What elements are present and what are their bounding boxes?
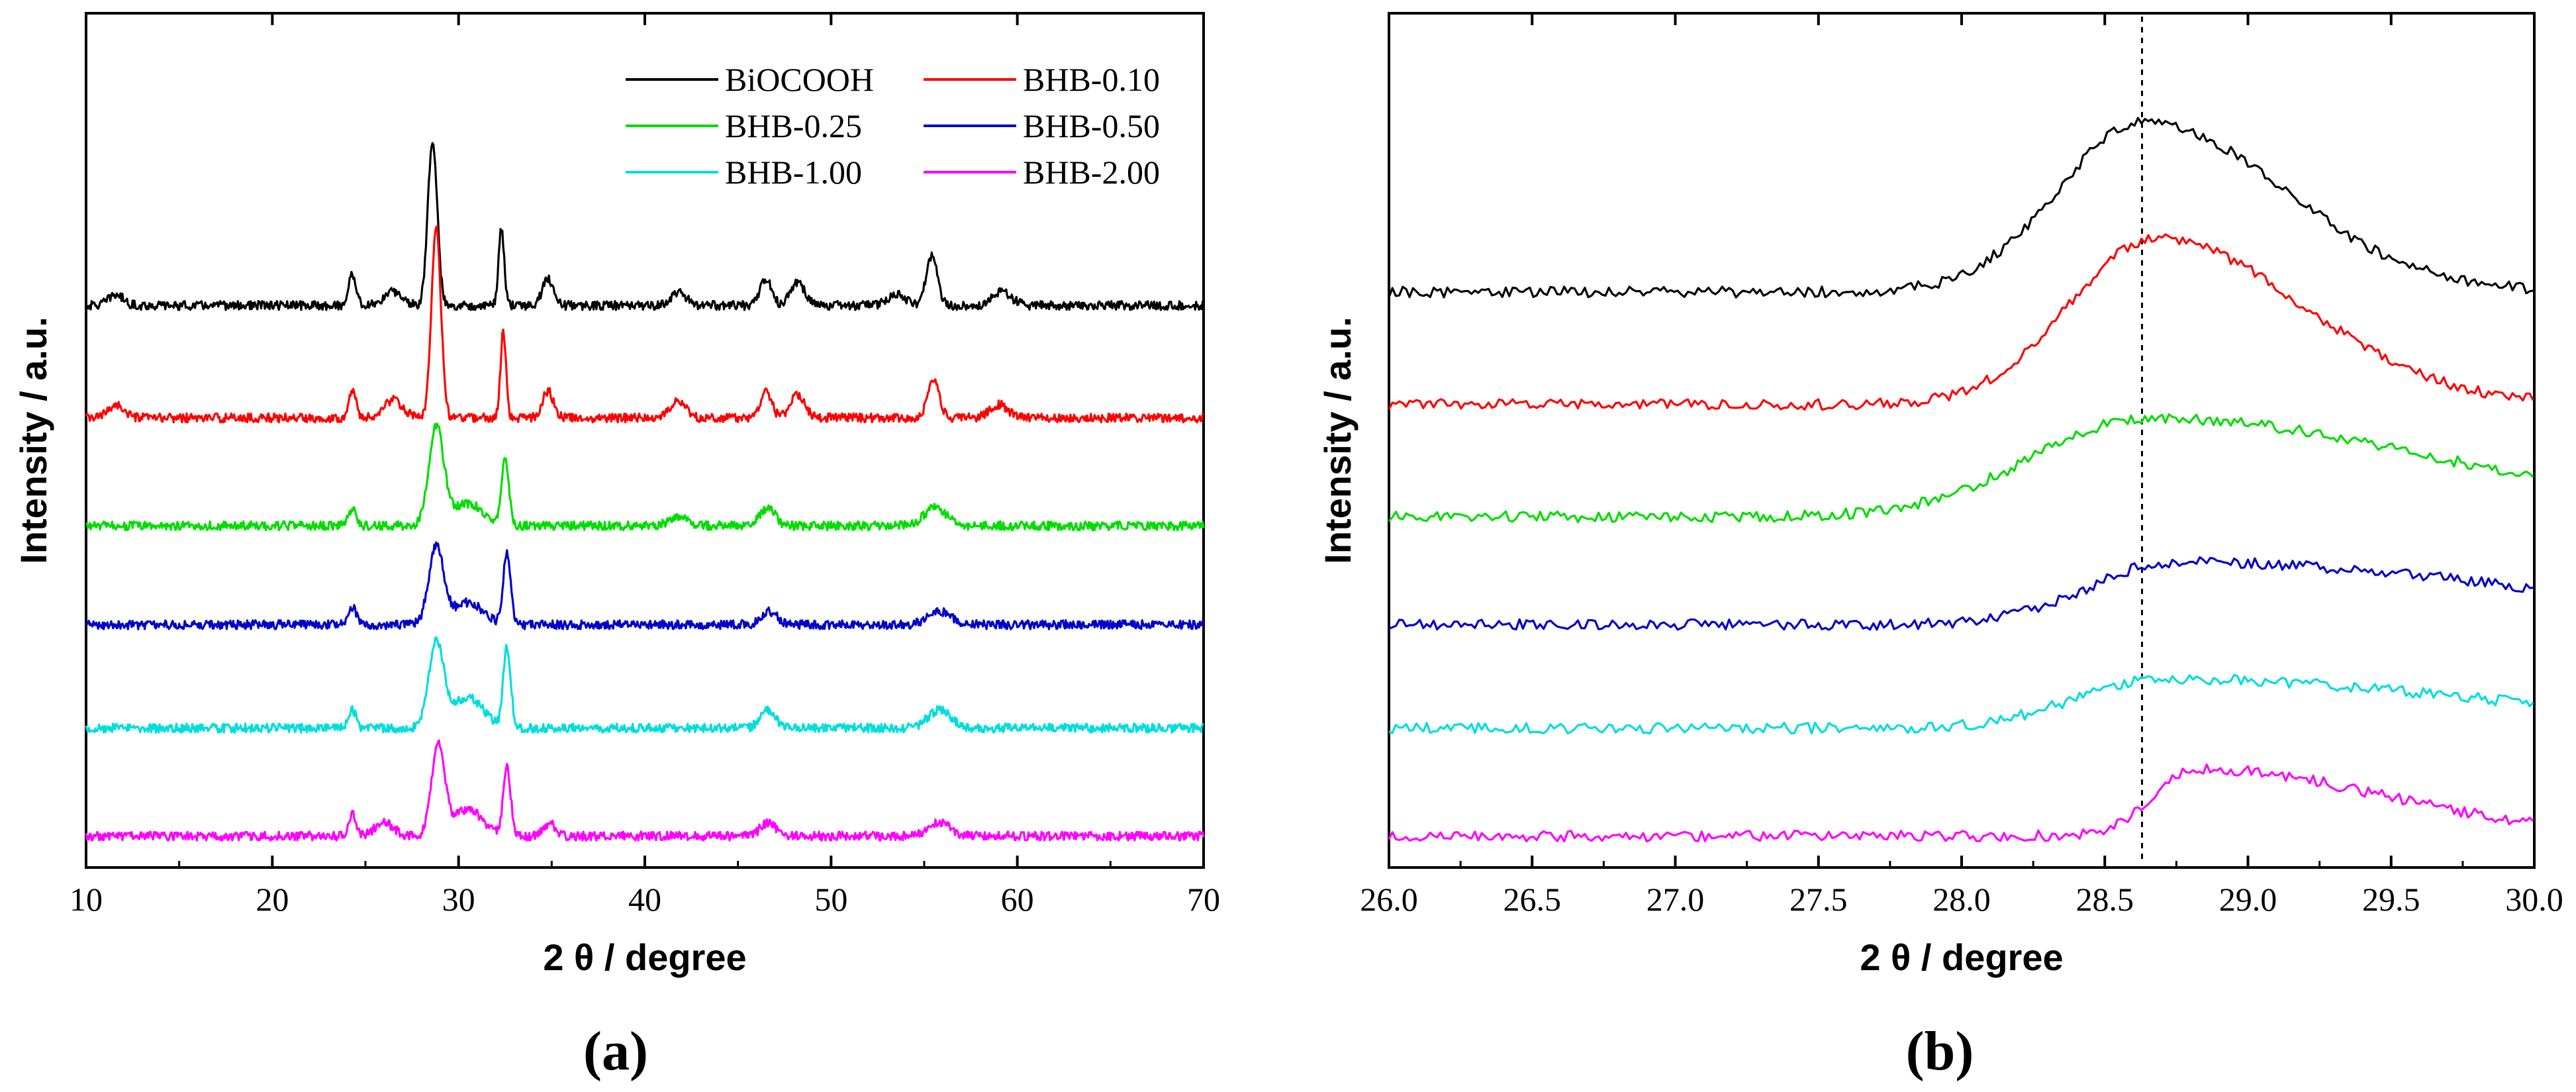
panel-a: 10 20 30 40 50 60 70 2 θ / degree Intensity / … bbox=[13, 12, 1220, 1082]
panel-b-x-tick-label: 29.0 bbox=[2219, 881, 2277, 918]
panel-b-series-bhb-0-50 bbox=[1388, 556, 2534, 631]
panel-a-series-bhb-2-00 bbox=[85, 739, 1205, 842]
panel-b-x-tick-label: 27.5 bbox=[1789, 881, 1848, 918]
panel-a-x-tick-label: 50 bbox=[814, 881, 847, 918]
panel-b-x-axis-title: 2 θ / degree bbox=[1860, 936, 2063, 978]
panel-b-x-tick-label: 27.0 bbox=[1646, 881, 1705, 918]
panel-a-x-ticks: 10 20 30 40 50 60 70 bbox=[70, 13, 1220, 918]
panel-b-x-tick-label: 30.0 bbox=[2505, 881, 2563, 918]
panel-b-series-bhb-0-25 bbox=[1388, 413, 2534, 523]
legend-label-biocooh: BiOCOOH bbox=[725, 61, 874, 98]
panel-a-series-biocooh bbox=[85, 142, 1205, 311]
panel-a-series-bhb-0-50 bbox=[85, 541, 1205, 630]
legend-label-bhb-2-00: BHB-2.00 bbox=[1023, 154, 1160, 191]
panel-a-x-tick-label: 70 bbox=[1187, 881, 1220, 918]
panel-b-x-ticks: 26.0 26.5 27.0 27.5 28.0 28.5 29.0 29.5 30.0 bbox=[1360, 13, 2563, 918]
panel-b-y-axis-title: Intensity / a.u. bbox=[1317, 317, 1359, 564]
legend-label-bhb-1-00: BHB-1.00 bbox=[725, 154, 862, 191]
panel-a-legend: BiOCOOH BHB-0.10 BHB-0.25 BHB-0.50 BHB-1… bbox=[626, 61, 1160, 191]
panel-a-x-tick-label: 20 bbox=[256, 881, 289, 918]
panel-a-caption: (a) bbox=[583, 1020, 648, 1082]
panel-b-x-tick-label: 28.5 bbox=[2076, 881, 2134, 918]
panel-a-series-bhb-0-10 bbox=[85, 225, 1204, 424]
panel-b-x-tick-label: 26.5 bbox=[1503, 881, 1562, 918]
panel-a-x-axis-title: 2 θ / degree bbox=[543, 936, 746, 978]
panel-b-caption: (b) bbox=[1906, 1020, 1974, 1082]
panel-a-series-bhb-0-25 bbox=[85, 422, 1205, 532]
panel-b-x-tick-label: 28.0 bbox=[1932, 881, 1991, 918]
panel-a-x-tick-label: 40 bbox=[628, 881, 661, 918]
panel-b: 26.0 26.5 27.0 27.5 28.0 28.5 29.0 29.5 30.0 2 θ… bbox=[1317, 12, 2563, 1082]
legend-label-bhb-0-50: BHB-0.50 bbox=[1023, 107, 1160, 144]
panel-b-x-tick-label: 26.0 bbox=[1360, 881, 1418, 918]
panel-a-series-group bbox=[85, 142, 1205, 842]
panel-a-x-tick-label: 60 bbox=[1001, 881, 1034, 918]
panel-a-x-tick-label: 10 bbox=[70, 881, 103, 918]
panel-b-series-bhb-1-00 bbox=[1388, 673, 2534, 735]
panel-b-series-bhb-2-00 bbox=[1388, 763, 2534, 843]
panel-b-x-tick-label: 29.5 bbox=[2362, 881, 2420, 918]
panel-b-series-bhb-0-10 bbox=[1388, 233, 2534, 411]
panel-a-series-bhb-1-00 bbox=[85, 636, 1204, 734]
panel-a-y-axis-title: Intensity / a.u. bbox=[13, 317, 54, 564]
legend-label-bhb-0-25: BHB-0.25 bbox=[725, 107, 862, 144]
panel-b-series-biocooh bbox=[1388, 117, 2534, 299]
legend-label-bhb-0-10: BHB-0.10 bbox=[1023, 61, 1160, 98]
panel-a-x-tick-label: 30 bbox=[442, 881, 475, 918]
panel-b-series-group bbox=[1388, 117, 2534, 843]
